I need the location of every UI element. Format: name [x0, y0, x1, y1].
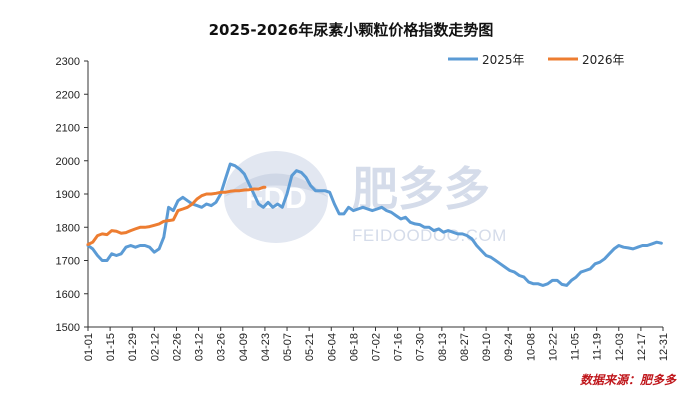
x-tick-label: 12-17 — [636, 333, 648, 361]
x-tick-label: 03-26 — [216, 333, 228, 361]
x-tick-label: 01-01 — [83, 333, 95, 361]
x-tick-label: 05-21 — [304, 333, 316, 361]
x-tick-label: 11-19 — [592, 333, 604, 360]
watermark-brand-en: FEIDOODOO.COM — [352, 226, 507, 245]
x-tick-label: 10-22 — [547, 333, 559, 361]
y-tick-label: 1900 — [56, 189, 80, 201]
watermark-logo-swoosh — [224, 173, 328, 197]
x-tick-label: 06-18 — [348, 333, 360, 361]
x-tick-label: 01-29 — [127, 333, 139, 361]
watermark-brand-cn: 肥多多 — [352, 162, 490, 216]
y-tick-label: 1800 — [56, 222, 80, 234]
y-tick-label: 1500 — [56, 322, 80, 334]
x-tick-label: 01-15 — [105, 333, 117, 361]
x-tick-label: 10-08 — [525, 333, 537, 361]
y-tick-label: 1600 — [56, 289, 80, 301]
series-line-2026 — [86, 185, 267, 246]
x-tick-label: 02-12 — [149, 333, 161, 361]
watermark: FDD 肥多多 FEIDOODOO.COM — [224, 151, 507, 245]
x-tick-label: 08-13 — [437, 333, 449, 361]
x-tick-label: 08-27 — [459, 333, 471, 361]
y-tick-label: 2300 — [56, 56, 80, 68]
y-tick-label: 1700 — [56, 256, 80, 268]
x-tick-label: 07-30 — [415, 333, 427, 361]
legend: 2025年 2026年 — [448, 53, 625, 67]
legend-label-2025: 2025年 — [482, 53, 525, 67]
x-tick-label: 09-10 — [481, 333, 493, 361]
x-tick-label: 02-26 — [171, 333, 183, 361]
x-tick-label: 04-09 — [238, 333, 250, 361]
x-tick-label: 12-03 — [614, 333, 626, 361]
x-axis: 01-01 01-15 01-29 02-12 02-26 03-12 03-26 04-09… — [83, 326, 670, 361]
legend-label-2026: 2026年 — [582, 53, 625, 67]
x-tick-label: 05-07 — [282, 333, 294, 361]
x-tick-label: 12-31 — [658, 333, 670, 361]
x-tick-label: 04-23 — [260, 333, 272, 361]
x-tick-label: 07-02 — [371, 333, 383, 361]
y-tick-label: 2000 — [56, 156, 80, 168]
x-tick-label: 06-04 — [326, 333, 338, 361]
y-tick-label: 2100 — [56, 123, 80, 135]
chart-title: 2025-2026年尿素小颗粒价格指数走势图 — [209, 21, 494, 39]
y-tick-label: 2200 — [56, 89, 80, 101]
x-tick-label: 07-16 — [393, 333, 405, 361]
y-axis: 1500 1600 1700 1800 1900 2000 2100 2200 2300 — [56, 56, 89, 334]
x-tick-label: 03-12 — [194, 333, 206, 361]
series-layer — [86, 162, 663, 287]
series-line-2025 — [86, 162, 663, 287]
data-source-label: 数据来源：肥多多 — [580, 373, 677, 387]
x-tick-label: 09-24 — [503, 333, 515, 361]
x-tick-label: 11-05 — [570, 333, 582, 360]
